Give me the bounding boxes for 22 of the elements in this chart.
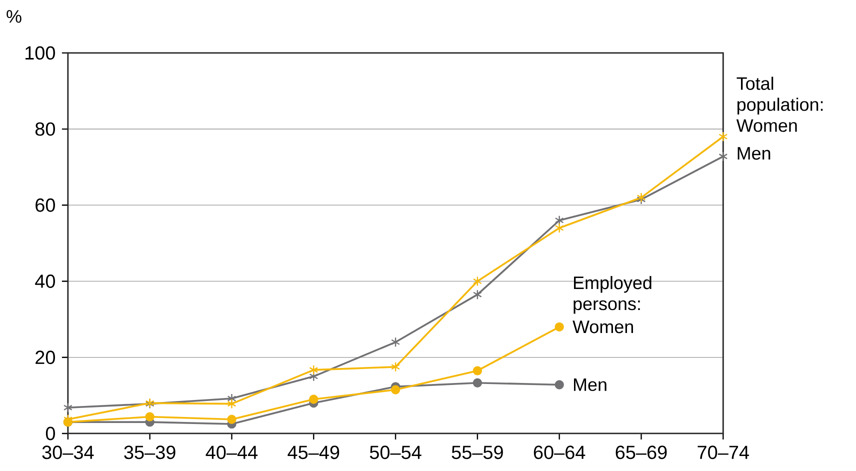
y-tick-label: 40: [35, 274, 55, 288]
y-tick-label: 100: [26, 46, 55, 60]
x-tick-label: 35–39: [124, 445, 176, 459]
x-tick-label: 50–54: [370, 445, 422, 459]
x-tick-label: 45–49: [288, 445, 340, 459]
y-tick-label: 0: [46, 426, 55, 440]
series-label: Women: [572, 320, 633, 333]
y-tick-label: 60: [36, 198, 55, 212]
annotation: Employed persons:: [574, 276, 652, 314]
series-label: Women: [736, 119, 797, 132]
x-tick-label: 40–44: [206, 445, 258, 459]
y-tick-label: 20: [36, 350, 55, 364]
series-label: Men: [738, 146, 770, 160]
x-tick-label: 55–59: [452, 445, 503, 459]
series-label: Men: [574, 378, 606, 391]
x-tick-label: 60–64: [534, 445, 586, 459]
y-axis-title: %: [6, 10, 22, 23]
x-tick-label: 70–74: [698, 445, 749, 459]
y-tick-label: 80: [35, 122, 55, 136]
x-tick-label: 30–34: [42, 445, 94, 459]
x-tick-label: 65–69: [616, 445, 667, 459]
text: Total population:: [736, 76, 823, 114]
